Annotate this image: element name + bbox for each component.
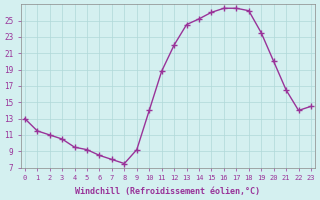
X-axis label: Windchill (Refroidissement éolien,°C): Windchill (Refroidissement éolien,°C) — [76, 187, 260, 196]
